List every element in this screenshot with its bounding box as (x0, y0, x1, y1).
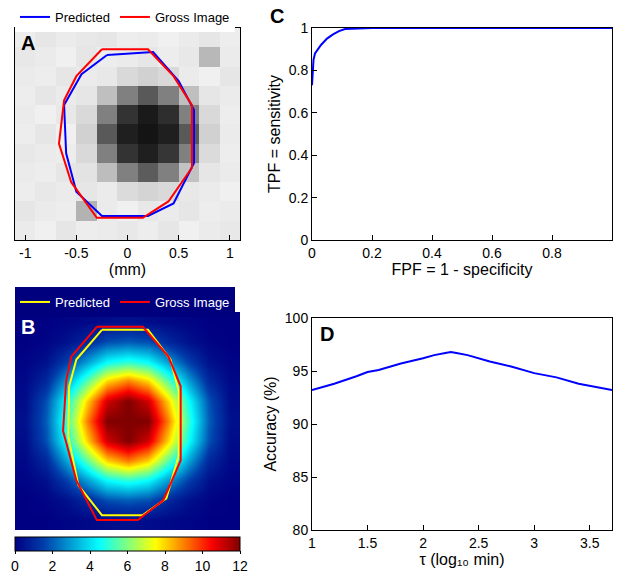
svg-text:3.5: 3.5 (580, 535, 600, 551)
svg-text:Accuracy (%): Accuracy (%) (262, 376, 279, 471)
svg-text:FPF = 1 - specificity: FPF = 1 - specificity (392, 261, 533, 278)
svg-text:12: 12 (232, 558, 248, 574)
svg-text:2: 2 (49, 558, 57, 574)
svg-text:4: 4 (86, 558, 94, 574)
svg-text:Gross Image: Gross Image (155, 295, 229, 310)
svg-text:80: 80 (293, 522, 309, 538)
svg-text:0.2: 0.2 (362, 245, 382, 261)
svg-text:0: 0 (300, 232, 308, 248)
svg-text:0.8: 0.8 (542, 245, 562, 261)
svg-text:10: 10 (195, 558, 211, 574)
svg-text:0.8: 0.8 (289, 62, 309, 78)
svg-text:100: 100 (285, 310, 309, 326)
svg-text:0.6: 0.6 (289, 105, 309, 121)
svg-text:8: 8 (161, 558, 169, 574)
svg-text:1: 1 (308, 535, 316, 551)
svg-text:D: D (320, 323, 334, 345)
svg-text:0.4: 0.4 (289, 147, 309, 163)
svg-text:85: 85 (293, 469, 309, 485)
svg-text:0: 0 (308, 245, 316, 261)
svg-text:0.4: 0.4 (422, 245, 442, 261)
svg-text:0: 0 (124, 245, 132, 261)
svg-text:0.2: 0.2 (289, 190, 309, 206)
svg-text:Predicted: Predicted (55, 295, 110, 310)
svg-text:0: 0 (11, 558, 19, 574)
svg-text:τ (log₁₀ min): τ (log₁₀ min) (419, 551, 504, 568)
svg-text:-1: -1 (19, 245, 32, 261)
svg-text:1.5: 1.5 (358, 535, 378, 551)
svg-text:3: 3 (530, 535, 538, 551)
svg-text:1: 1 (300, 20, 308, 36)
svg-text:A: A (21, 32, 35, 54)
svg-text:0.5: 0.5 (169, 245, 189, 261)
svg-text:(mm): (mm) (109, 261, 146, 278)
svg-text:Predicted: Predicted (55, 10, 110, 25)
svg-text:C: C (270, 5, 284, 27)
svg-text:2: 2 (419, 535, 427, 551)
svg-text:TPF = sensitivity: TPF = sensitivity (266, 75, 283, 193)
svg-text:90: 90 (293, 416, 309, 432)
svg-text:0.6: 0.6 (482, 245, 502, 261)
svg-text:Gross Image: Gross Image (155, 10, 229, 25)
svg-text:-0.5: -0.5 (64, 245, 88, 261)
svg-text:2.5: 2.5 (469, 535, 489, 551)
svg-text:95: 95 (293, 363, 309, 379)
svg-text:1: 1 (226, 245, 234, 261)
svg-text:6: 6 (124, 558, 132, 574)
svg-text:B: B (21, 316, 35, 338)
